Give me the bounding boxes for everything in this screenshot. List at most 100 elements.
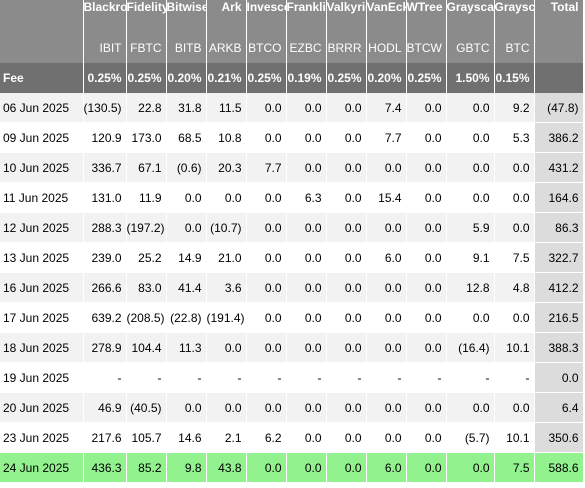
total-cell: 86.3: [534, 212, 584, 243]
ticker-header: GBTC: [446, 32, 495, 63]
ticker-header: ARKB: [206, 32, 247, 63]
fee-label: Fee: [0, 63, 84, 93]
table-row: 23 Jun 2025 217.6 105.7 14.6 2.1 6.2 0.0 0.0 0.0…: [0, 422, 584, 453]
ticker-header: BTC: [494, 32, 535, 63]
flow-cell: 0.0: [326, 242, 367, 273]
ticker-header: FBTC: [126, 32, 167, 63]
fee-value: [534, 63, 584, 93]
flow-cell: 0.0: [446, 152, 495, 183]
flow-cell: 10.8: [206, 122, 247, 153]
flow-cell: 266.6: [83, 272, 127, 303]
flow-cell: 0.0: [406, 392, 447, 423]
table-row: 18 Jun 2025 278.9 104.4 11.3 0.0 0.0 0.0 0.0 0.0…: [0, 332, 584, 363]
fee-value: 0.25%: [126, 63, 167, 93]
flow-cell: 11.5: [206, 93, 247, 123]
total-cell: 0.0: [534, 362, 584, 393]
flow-cell: 0.0: [446, 392, 495, 423]
flow-cell: (0.6): [166, 152, 207, 183]
flow-cell: 0.0: [166, 182, 207, 213]
flow-cell: -: [206, 362, 247, 393]
total-cell: 216.5: [534, 302, 584, 333]
flow-cell: 0.0: [286, 452, 327, 483]
flow-cell: 0.0: [246, 392, 287, 423]
table-row: 10 Jun 2025 336.7 67.1 (0.6) 20.3 7.7 0.0 0.0 0.…: [0, 152, 584, 183]
flow-cell: 0.0: [326, 182, 367, 213]
fee-value: 0.25%: [246, 63, 287, 93]
flow-cell: 0.0: [326, 392, 367, 423]
flow-cell: (22.8): [166, 302, 207, 333]
flow-cell: 0.0: [166, 392, 207, 423]
flow-cell: 0.0: [406, 272, 447, 303]
fee-value: 0.25%: [326, 63, 367, 93]
flow-cell: 2.1: [206, 422, 247, 453]
flow-cell: 131.0: [83, 182, 127, 213]
flow-cell: 7.5: [494, 242, 535, 273]
flow-cell: -: [126, 362, 167, 393]
date-cell: 20 Jun 2025: [0, 392, 84, 423]
flow-cell: 11.3: [166, 332, 207, 363]
flow-cell: (40.5): [126, 392, 167, 423]
issuer-header-row: BlackrockFidelityBitwiseArkInvescoFrankl…: [0, 0, 584, 32]
flow-cell: 0.0: [446, 452, 495, 483]
flow-cell: (208.5): [126, 302, 167, 333]
fee-value: 0.15%: [494, 63, 535, 93]
flow-cell: 0.0: [286, 93, 327, 123]
table-row: 12 Jun 2025 288.3 (197.2) 0.0 (10.7) 0.0 0.0 0.…: [0, 212, 584, 243]
flow-cell: 7.7: [246, 152, 287, 183]
table-row: 11 Jun 2025 131.0 11.9 0.0 0.0 0.0 6.3 0.0 15.4 0…: [0, 182, 584, 213]
flow-cell: 0.0: [366, 272, 407, 303]
flow-cell: 0.0: [326, 93, 367, 123]
flow-cell: (197.2): [126, 212, 167, 243]
flow-cell: 12.8: [446, 272, 495, 303]
flow-cell: 639.2: [83, 302, 127, 333]
date-cell: 16 Jun 2025: [0, 272, 84, 303]
flow-cell: 0.0: [406, 93, 447, 123]
date-cell: 11 Jun 2025: [0, 182, 84, 213]
flow-cell: 278.9: [83, 332, 127, 363]
flow-cell: 0.0: [446, 302, 495, 333]
flow-cell: -: [366, 362, 407, 393]
flow-cell: 217.6: [83, 422, 127, 453]
total-cell: 388.3: [534, 332, 584, 363]
flow-cell: 0.0: [246, 182, 287, 213]
flow-cell: 0.0: [406, 452, 447, 483]
flow-cell: 0.0: [166, 212, 207, 243]
flow-cell: -: [406, 362, 447, 393]
total-column-header: Total: [534, 0, 584, 32]
flow-cell: 0.0: [206, 332, 247, 363]
flow-cell: 0.0: [246, 302, 287, 333]
flow-cell: 0.0: [206, 182, 247, 213]
total-cell: 350.6: [534, 422, 584, 453]
flow-cell: 10.1: [494, 422, 535, 453]
flow-cell: 9.8: [166, 452, 207, 483]
flow-cell: 0.0: [286, 422, 327, 453]
issuer-name: Valkyrie: [326, 0, 367, 32]
issuer-name: Franklin: [286, 0, 327, 32]
fee-value: 0.21%: [206, 63, 247, 93]
total-cell: 322.7: [534, 242, 584, 273]
flow-cell: 0.0: [366, 212, 407, 243]
flow-cell: 0.0: [246, 242, 287, 273]
flow-cell: 0.0: [494, 212, 535, 243]
flow-cell: 0.0: [406, 242, 447, 273]
flow-cell: 0.0: [246, 93, 287, 123]
ticker-header: EZBC: [286, 32, 327, 63]
flow-cell: 0.0: [494, 152, 535, 183]
flow-cell: 21.0: [206, 242, 247, 273]
flow-cell: 10.1: [494, 332, 535, 363]
flow-cell: 6.3: [286, 182, 327, 213]
date-cell: 23 Jun 2025: [0, 422, 84, 453]
issuer-name: Bitwise: [166, 0, 207, 32]
ticker-header: [534, 32, 584, 63]
fee-value: 0.25%: [83, 63, 127, 93]
flow-cell: 43.8: [206, 452, 247, 483]
flow-cell: 0.0: [286, 302, 327, 333]
flow-cell: 0.0: [286, 242, 327, 273]
fee-value: 0.25%: [406, 63, 447, 93]
flow-cell: 0.0: [494, 392, 535, 423]
total-cell: 431.2: [534, 152, 584, 183]
ticker-header: IBIT: [83, 32, 127, 63]
date-cell: 13 Jun 2025: [0, 242, 84, 273]
flow-cell: 0.0: [206, 392, 247, 423]
